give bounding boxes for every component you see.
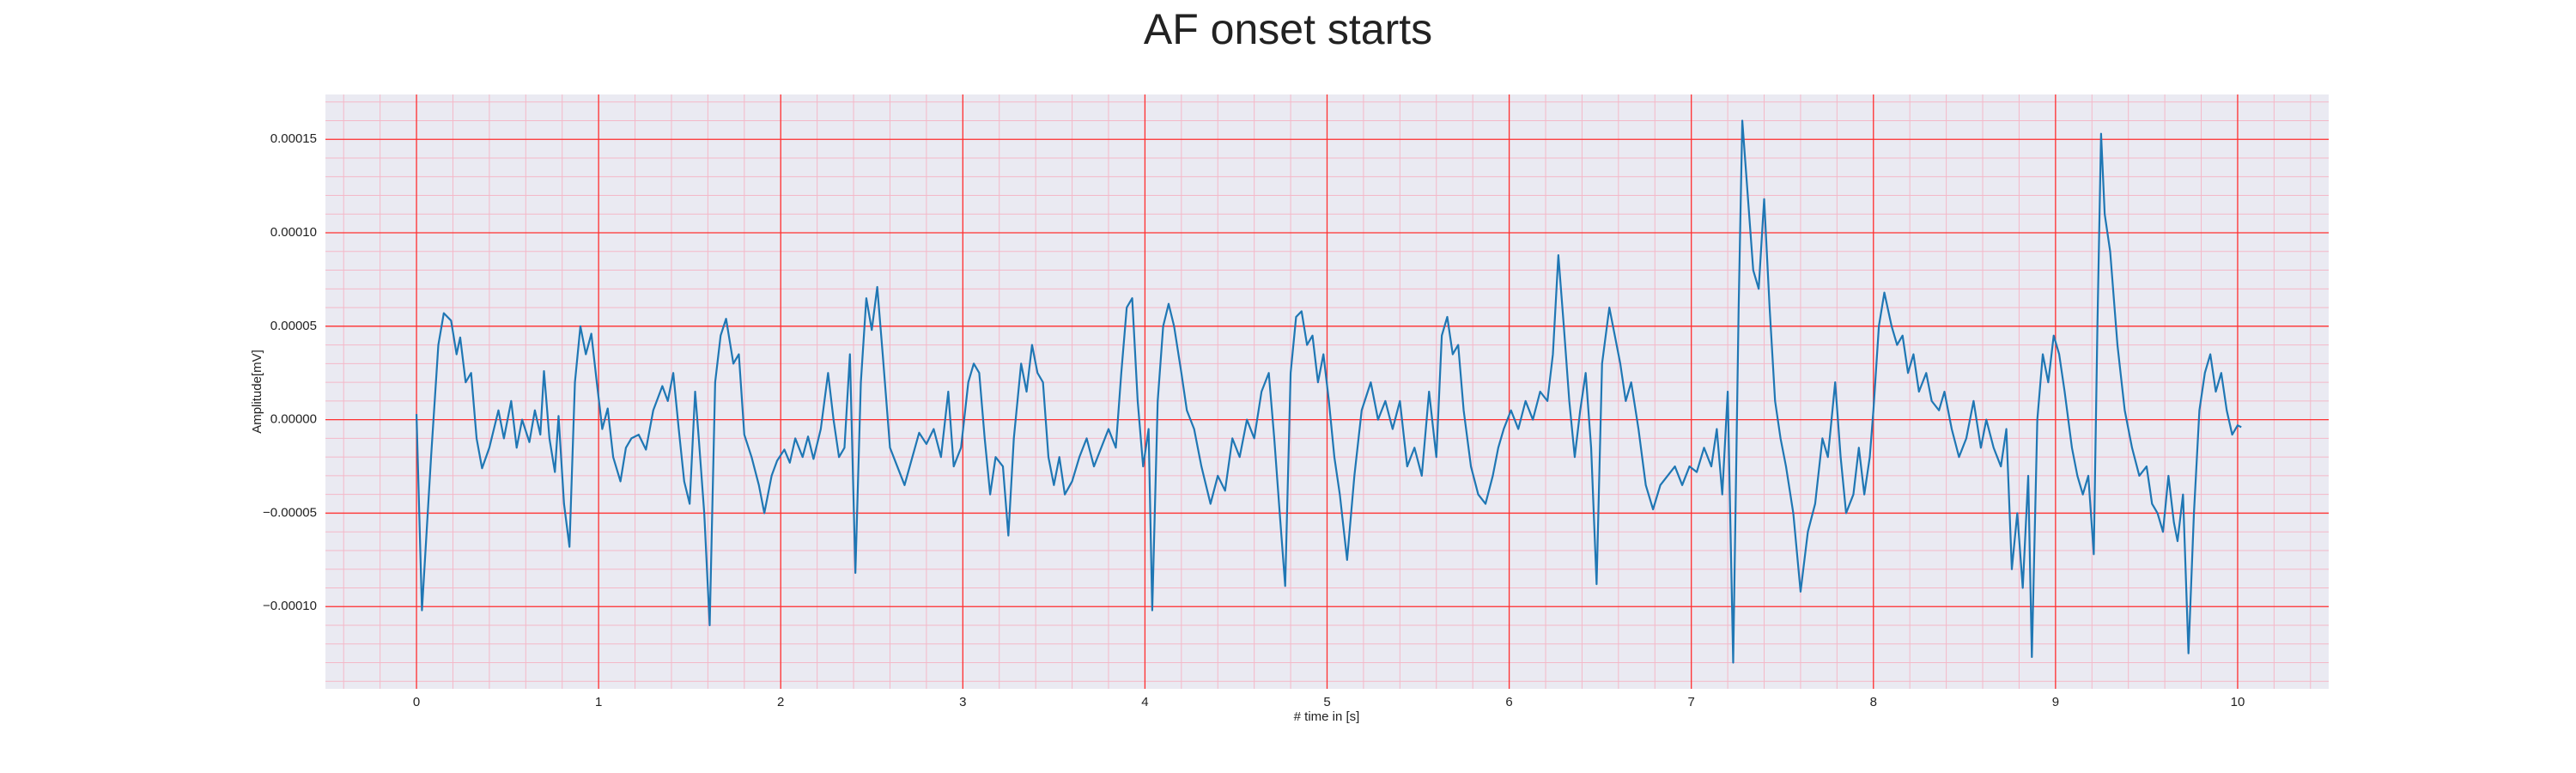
x-tick-label: 1	[595, 695, 602, 709]
y-tick-label: −0.00005	[263, 505, 317, 520]
y-tick-label: −0.00010	[263, 599, 317, 613]
x-tick-label: 6	[1505, 695, 1512, 709]
x-tick-label: 10	[2231, 695, 2245, 709]
x-tick-label: 3	[959, 695, 966, 709]
x-tick-label: 7	[1688, 695, 1695, 709]
x-tick-label: 5	[1323, 695, 1330, 709]
y-tick-label: 0.00000	[270, 412, 317, 427]
chart-title: AF onset starts	[1144, 5, 1432, 53]
x-tick-label: 2	[777, 695, 784, 709]
x-axis-label: # time in [s]	[1294, 709, 1360, 724]
signal-line	[415, 119, 2242, 664]
y-tick-label: 0.00015	[270, 131, 317, 146]
x-tick-label: 4	[1141, 695, 1148, 709]
x-tick-label: 0	[413, 695, 420, 709]
x-tick-label: 8	[1870, 695, 1877, 709]
y-tick-label: 0.00005	[270, 319, 317, 333]
x-tick-label: 9	[2052, 695, 2059, 709]
y-axis-label: Amplitude[mV]	[250, 350, 264, 434]
y-tick-label: 0.00010	[270, 225, 317, 240]
